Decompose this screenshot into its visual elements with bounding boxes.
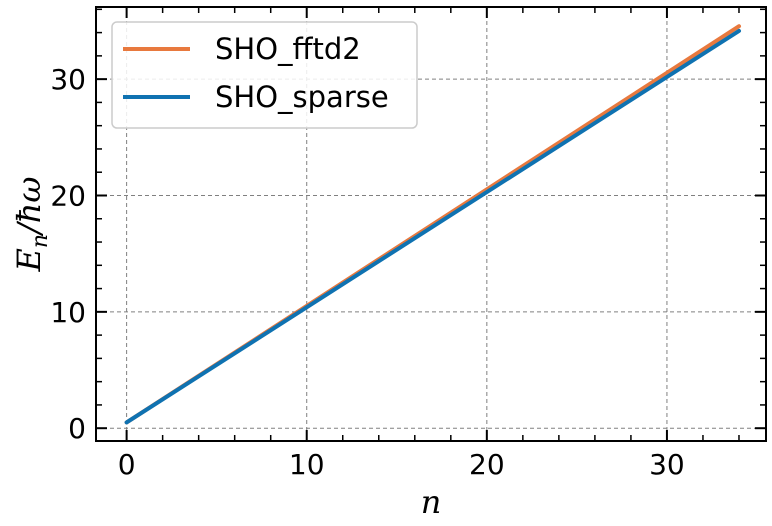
legend-label-1: SHO_fftd2: [215, 32, 361, 66]
x-tick-label: 0: [118, 448, 136, 481]
y-axis-label-rest: /ħω: [10, 176, 48, 236]
x-tick-label: 10: [289, 448, 325, 481]
plot-frame: [95, 6, 767, 442]
x-tick-label: 20: [469, 448, 505, 481]
x-tick-label: 30: [649, 448, 685, 481]
y-axis-label-subscript: n: [28, 234, 53, 248]
legend-label-2: SHO_sparse: [215, 80, 389, 114]
y-tick-label: 0: [68, 412, 86, 445]
y-tick-label: 30: [50, 63, 86, 96]
x-axis-label: n: [421, 483, 442, 521]
y-axis-label: En/ħω: [10, 176, 53, 272]
y-tick-label: 20: [50, 179, 86, 212]
series-layer: [124, 24, 741, 425]
y-axis-label-main: E: [10, 248, 48, 272]
y-tick-label: 10: [50, 296, 86, 329]
tick-labels: 0 10 20 30 0 10 20 30: [50, 63, 684, 481]
legend: SHO_fftd2 SHO_sparse: [111, 21, 418, 129]
series-line-2: [124, 28, 741, 425]
